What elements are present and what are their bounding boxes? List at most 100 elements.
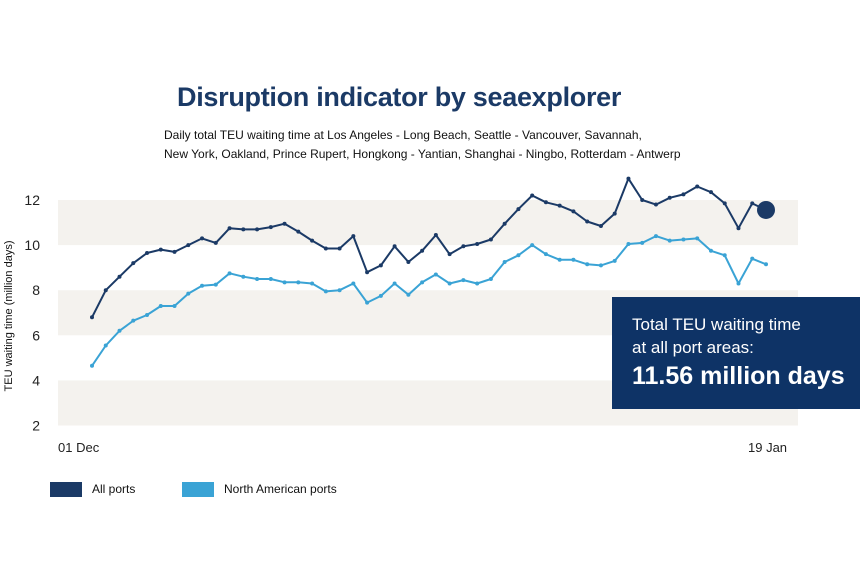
data-point-north-american-ports <box>571 257 576 262</box>
y-tick-label-2: 2 <box>32 418 40 434</box>
data-point-north-american-ports <box>200 283 205 288</box>
data-point-north-american-ports <box>90 363 94 368</box>
data-point-north-american-ports <box>433 272 438 277</box>
y-tick-label-10: 10 <box>24 237 40 253</box>
data-point-north-american-ports <box>530 243 535 248</box>
data-point-all-ports <box>598 223 603 228</box>
data-point-north-american-ports <box>255 276 260 281</box>
y-tick-label-4: 4 <box>32 372 40 388</box>
data-point-all-ports <box>653 202 658 207</box>
data-point-north-american-ports <box>708 248 713 253</box>
data-point-north-american-ports <box>750 256 755 261</box>
data-point-all-ports <box>200 236 205 241</box>
data-point-north-american-ports <box>516 253 521 258</box>
data-point-all-ports <box>255 227 260 232</box>
data-point-all-ports <box>543 200 548 205</box>
data-point-north-american-ports <box>667 238 672 243</box>
data-point-all-ports <box>172 249 177 254</box>
legend-swatch-north-american-ports <box>182 481 214 497</box>
data-point-all-ports <box>90 315 94 320</box>
data-point-all-ports <box>213 240 218 245</box>
data-point-all-ports <box>392 244 397 249</box>
chart-subtitle: Daily total TEU waiting time at Los Ange… <box>164 126 784 164</box>
data-point-north-american-ports <box>653 234 658 239</box>
data-point-north-american-ports <box>488 276 493 281</box>
y-tick-label-6: 6 <box>32 327 40 343</box>
data-point-north-american-ports <box>296 280 301 285</box>
legend-item-north-american-ports: North American ports <box>182 480 337 498</box>
data-point-north-american-ports <box>241 274 246 279</box>
data-point-all-ports <box>612 211 617 216</box>
data-point-all-ports <box>516 207 521 212</box>
subtitle-line-2: New York, Oakland, Prince Rupert, Hongko… <box>164 147 681 161</box>
data-point-all-ports <box>640 198 645 203</box>
data-point-north-american-ports <box>461 278 466 283</box>
y-tick-label-8: 8 <box>32 282 40 298</box>
data-point-north-american-ports <box>145 313 150 318</box>
data-point-all-ports <box>667 195 672 200</box>
data-point-all-ports <box>268 225 273 230</box>
x-tick-label-0: 01 Dec <box>58 440 100 455</box>
legend-item-all-ports: All ports <box>50 480 135 498</box>
data-point-all-ports <box>461 244 466 249</box>
data-point-all-ports <box>488 237 493 242</box>
data-point-north-american-ports <box>406 292 411 297</box>
data-point-north-american-ports <box>103 343 108 348</box>
legend-label-all-ports: All ports <box>92 482 136 496</box>
callout-line-1: Total TEU waiting time <box>632 315 801 334</box>
data-point-all-ports <box>571 209 576 214</box>
data-point-north-american-ports <box>585 262 590 267</box>
series-line-all-ports <box>91 177 767 318</box>
total-waiting-time-callout: Total TEU waiting time at all port areas… <box>612 297 860 409</box>
data-point-all-ports <box>557 203 562 208</box>
callout-line-2: at all port areas: <box>632 338 754 357</box>
x-tick-label-1: 19 Jan <box>748 440 787 455</box>
data-point-north-american-ports <box>543 252 548 257</box>
data-point-all-ports <box>750 201 755 206</box>
callout-value: 11.56 million days <box>632 362 845 390</box>
data-point-north-american-ports <box>736 281 741 286</box>
data-point-north-american-ports <box>764 262 768 267</box>
y-axis-label: TEU waiting time (million days) <box>3 241 15 392</box>
data-point-all-ports <box>103 288 108 293</box>
data-point-all-ports <box>158 247 163 252</box>
data-point-north-american-ports <box>337 288 342 293</box>
data-point-all-ports <box>131 261 136 266</box>
data-point-all-ports <box>433 232 438 237</box>
data-point-all-ports <box>447 252 452 257</box>
data-point-north-american-ports <box>695 236 700 241</box>
series-line-north-american-ports <box>91 235 767 367</box>
data-point-north-american-ports <box>213 282 218 287</box>
data-point-all-ports <box>310 238 315 243</box>
legend-swatch-all-ports <box>50 481 82 497</box>
legend-label-north-american-ports: North American ports <box>224 482 337 496</box>
data-point-north-american-ports <box>612 258 617 263</box>
data-point-north-american-ports <box>268 276 273 281</box>
data-point-all-ports <box>708 190 713 195</box>
data-point-north-american-ports <box>502 260 507 265</box>
data-point-all-ports <box>296 229 301 234</box>
data-point-all-ports <box>145 251 150 256</box>
data-point-north-american-ports <box>310 281 315 286</box>
data-point-north-american-ports <box>420 280 425 285</box>
data-point-north-american-ports <box>282 280 287 285</box>
data-point-north-american-ports <box>351 281 356 286</box>
data-point-all-ports <box>626 176 631 181</box>
data-point-all-ports <box>351 234 356 239</box>
data-point-north-american-ports <box>172 304 177 309</box>
data-point-all-ports <box>241 227 246 232</box>
y-tick-label-12: 12 <box>24 192 40 208</box>
data-point-all-ports <box>530 193 535 198</box>
data-point-all-ports <box>117 274 122 279</box>
data-point-all-ports <box>227 226 232 231</box>
data-point-all-ports <box>502 221 507 226</box>
data-point-north-american-ports <box>158 304 163 309</box>
data-point-all-ports <box>736 226 741 231</box>
data-point-all-ports <box>282 221 287 226</box>
final-value-marker <box>757 200 775 219</box>
subtitle-line-1: Daily total TEU waiting time at Los Ange… <box>164 128 642 142</box>
data-point-north-american-ports <box>640 240 645 245</box>
data-point-north-american-ports <box>392 281 397 286</box>
data-point-all-ports <box>475 242 480 247</box>
